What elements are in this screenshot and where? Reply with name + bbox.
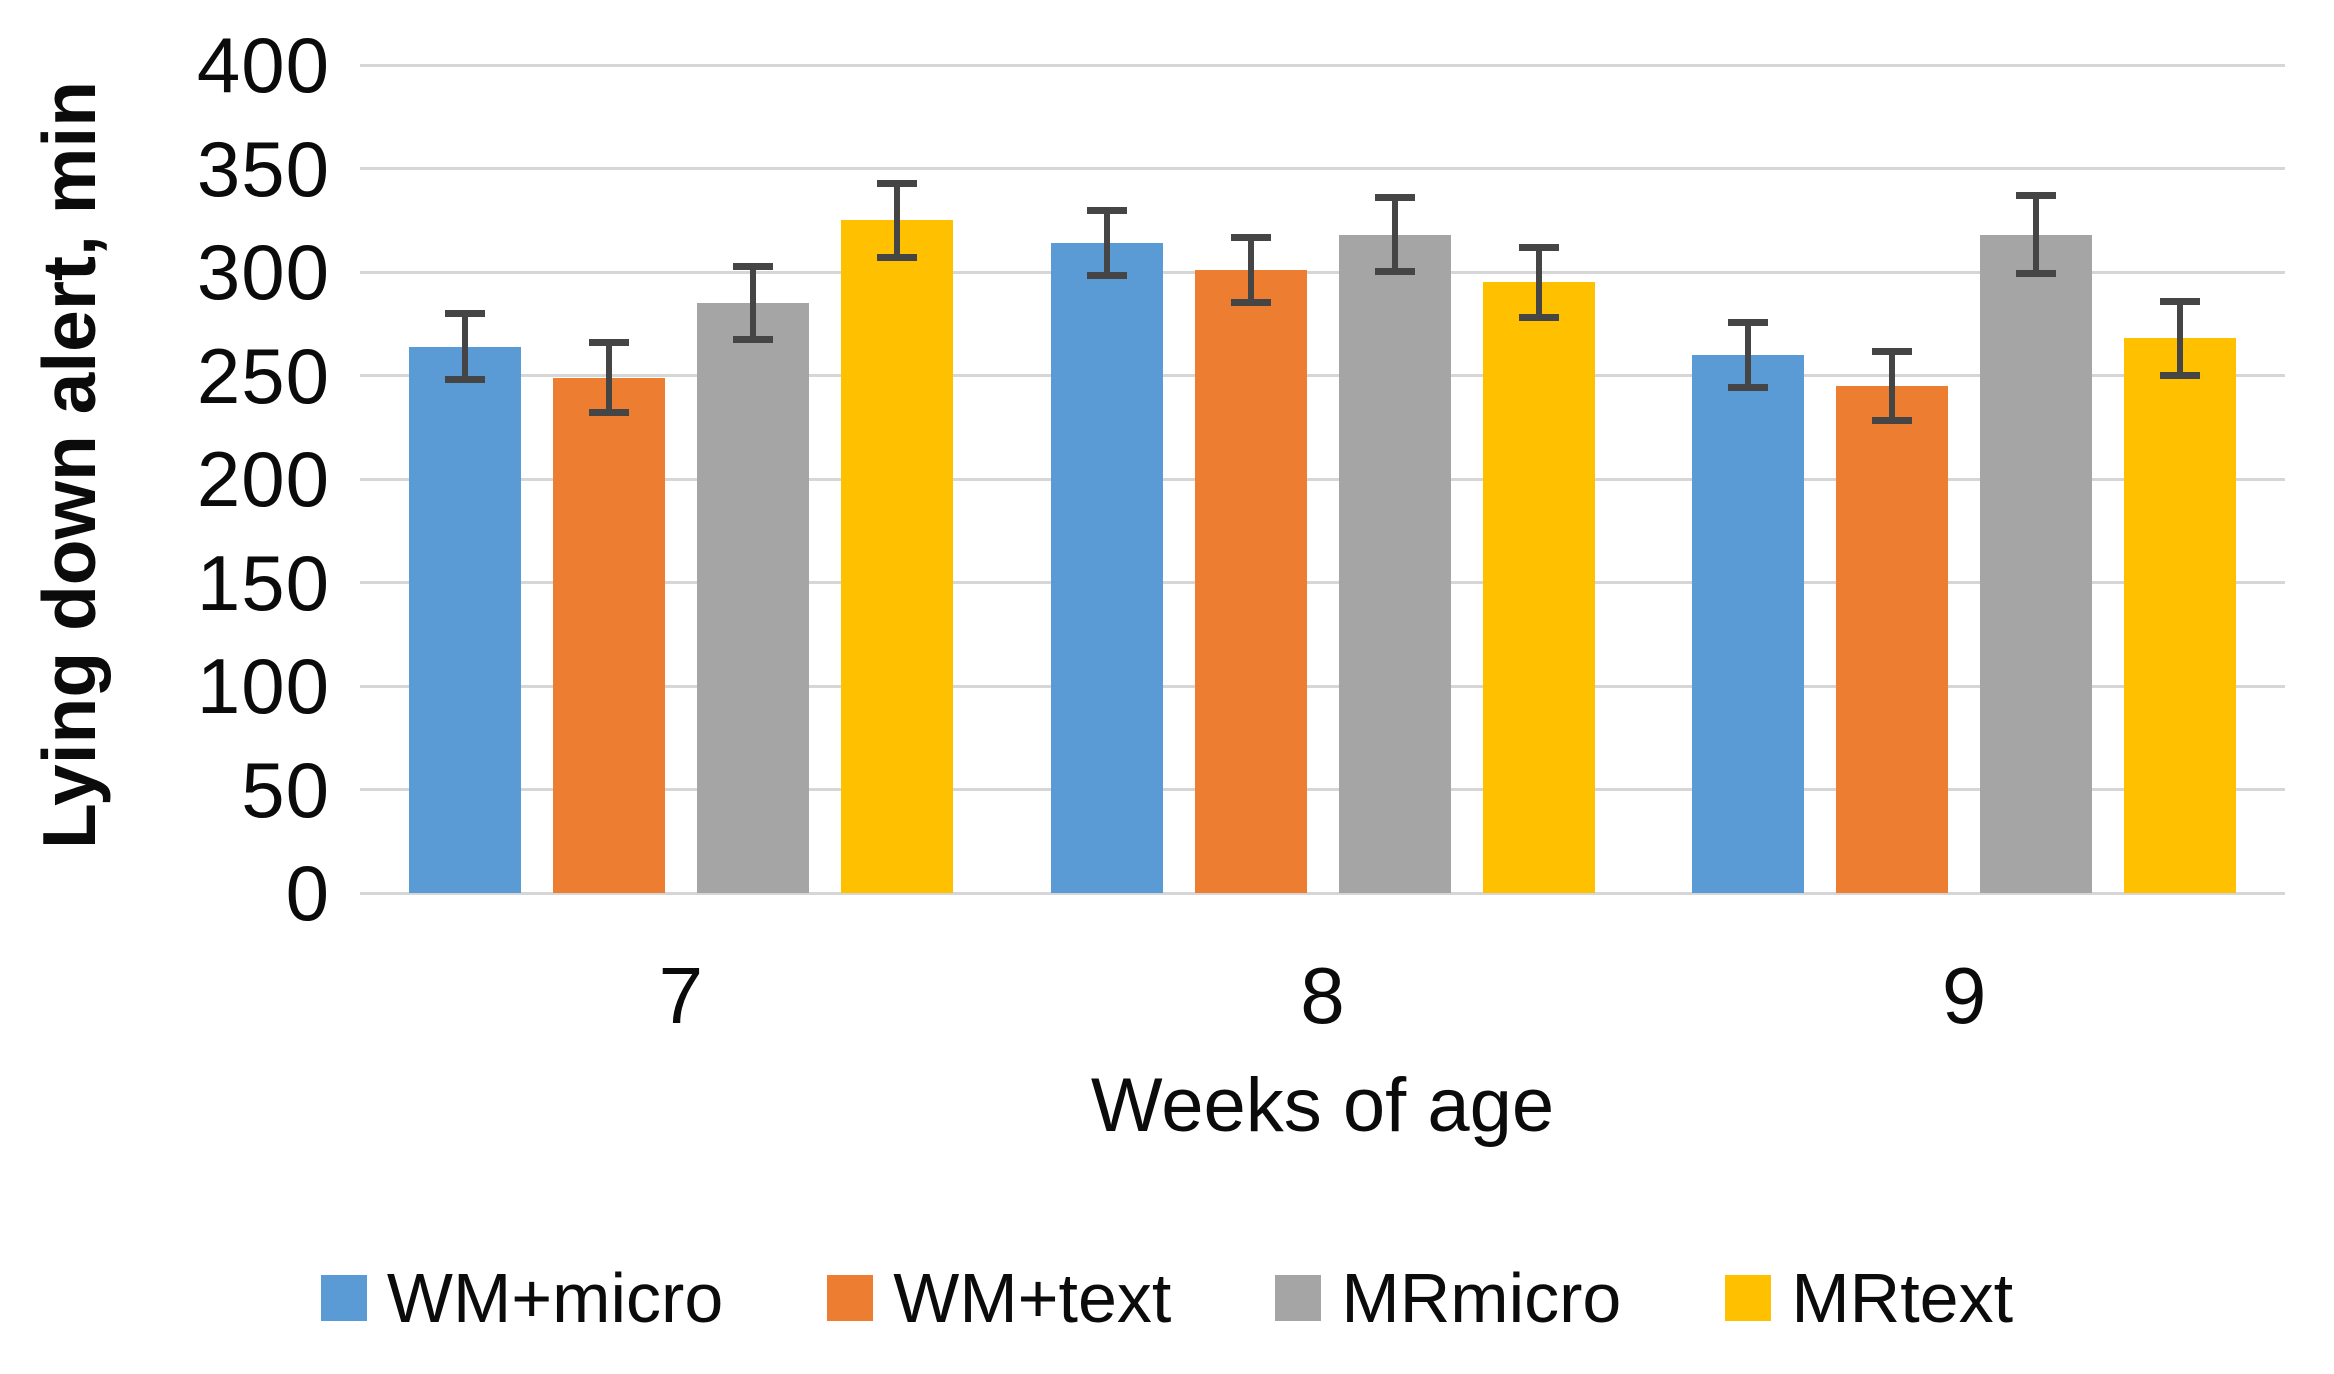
y-tick-label: 0 — [285, 849, 330, 937]
bar-WM+text-week-8 — [1194, 269, 1307, 893]
legend-item-WM+micro: WM+micro — [320, 1258, 724, 1338]
gridline — [360, 684, 2285, 688]
error-cap-top-WM+text-week-8 — [1230, 233, 1271, 241]
legend-label: MRtext — [1791, 1259, 2014, 1337]
x-tick-label-week-7: 7 — [658, 951, 704, 1040]
legend-item-MRtext: MRtext — [1725, 1258, 2013, 1338]
gridline — [360, 788, 2285, 791]
legend-swatch-icon — [827, 1275, 874, 1321]
error-bar-WM+micro-week-8 — [1103, 209, 1110, 277]
y-tick-label: 100 — [196, 642, 330, 730]
legend-label: WM+text — [893, 1259, 1172, 1337]
error-cap-top-MRmicro-week-8 — [1374, 194, 1415, 202]
error-cap-top-WM+micro-week-9 — [1728, 318, 1769, 326]
error-cap-bottom-MRtext-week-9 — [2160, 371, 2201, 379]
gridline — [360, 581, 2285, 584]
bar-MRmicro-week-7 — [696, 303, 809, 893]
error-cap-top-WM+text-week-7 — [588, 339, 629, 347]
gridline — [360, 270, 2285, 274]
error-bar-MRtext-week-8 — [1535, 247, 1542, 318]
error-bar-WM+micro-week-9 — [1745, 321, 1752, 388]
error-cap-bottom-WM+micro-week-9 — [1728, 383, 1769, 391]
bar-MRmicro-week-9 — [1980, 234, 2093, 893]
bar-WM+micro-week-7 — [408, 346, 521, 893]
legend-item-WM+text: WM+text — [827, 1258, 1171, 1338]
error-bar-MRtext-week-7 — [893, 182, 900, 258]
gridline — [360, 374, 2285, 377]
bar-MRtext-week-9 — [2124, 338, 2237, 893]
y-axis-title: Lying down alert, min — [27, 80, 111, 850]
gridline — [360, 63, 2285, 67]
error-bar-WM+text-week-8 — [1247, 236, 1254, 304]
error-cap-bottom-MRtext-week-8 — [1518, 313, 1559, 321]
legend-swatch-icon — [1725, 1275, 1772, 1321]
error-cap-top-WM+micro-week-8 — [1086, 206, 1127, 214]
legend-swatch-icon — [1275, 1275, 1322, 1321]
error-bar-MRtext-week-9 — [2177, 300, 2184, 376]
error-cap-bottom-MRmicro-week-8 — [1374, 268, 1415, 275]
error-cap-top-MRtext-week-7 — [876, 179, 917, 187]
bar-WM+text-week-9 — [1836, 385, 1949, 893]
y-tick-label: 200 — [196, 435, 330, 523]
gridline — [360, 167, 2285, 170]
bar-WM+micro-week-9 — [1692, 354, 1805, 893]
error-cap-top-MRmicro-week-9 — [2016, 192, 2057, 200]
x-tick-label-week-8: 8 — [1300, 951, 1345, 1040]
bar-WM+text-week-7 — [552, 377, 665, 893]
bar-MRtext-week-7 — [840, 220, 953, 893]
y-tick-label: 150 — [196, 538, 330, 627]
error-cap-top-MRtext-week-8 — [1518, 244, 1559, 252]
gridline — [360, 891, 2285, 895]
error-cap-top-MRmicro-week-7 — [732, 262, 773, 270]
error-bar-MRmicro-week-7 — [749, 265, 756, 341]
error-bar-WM+text-week-9 — [1889, 350, 1896, 422]
y-tick-label: 250 — [196, 331, 330, 420]
legend-label: MRmicro — [1341, 1259, 1622, 1337]
bar-WM+micro-week-8 — [1050, 243, 1163, 893]
error-bar-MRmicro-week-9 — [2033, 195, 2040, 275]
x-axis-title: Weeks of age — [1090, 1063, 1555, 1148]
error-cap-top-MRtext-week-9 — [2160, 297, 2201, 305]
bar-MRmicro-week-8 — [1338, 234, 1451, 893]
gridline — [360, 477, 2285, 481]
y-tick-label: 400 — [196, 21, 330, 109]
error-cap-bottom-WM+text-week-8 — [1230, 299, 1271, 307]
error-cap-bottom-MRmicro-week-9 — [2016, 270, 2057, 278]
error-cap-bottom-MRmicro-week-7 — [732, 336, 773, 344]
error-cap-bottom-WM+micro-week-8 — [1086, 272, 1127, 280]
error-bar-WM+micro-week-7 — [461, 313, 468, 380]
y-tick-label: 350 — [196, 124, 330, 213]
y-tick-label: 300 — [196, 228, 330, 316]
legend-label: WM+micro — [386, 1259, 724, 1337]
error-cap-bottom-MRtext-week-7 — [876, 253, 917, 261]
error-cap-top-WM+text-week-9 — [1872, 347, 1913, 355]
bar-MRtext-week-8 — [1482, 282, 1595, 893]
x-tick-label-week-9: 9 — [1941, 951, 1987, 1040]
legend-swatch-icon — [320, 1275, 367, 1321]
error-cap-bottom-WM+micro-week-7 — [444, 375, 485, 383]
y-tick-label: 50 — [241, 745, 330, 834]
error-cap-bottom-WM+text-week-7 — [588, 408, 629, 416]
error-cap-top-WM+micro-week-7 — [444, 310, 485, 318]
error-bar-WM+text-week-7 — [605, 342, 612, 413]
legend-item-MRmicro: MRmicro — [1275, 1258, 1621, 1338]
legend: WM+micro WM+text MRmicro MRtext — [0, 1248, 2334, 1348]
error-cap-bottom-WM+text-week-9 — [1872, 417, 1913, 425]
error-bar-MRmicro-week-8 — [1391, 197, 1398, 272]
